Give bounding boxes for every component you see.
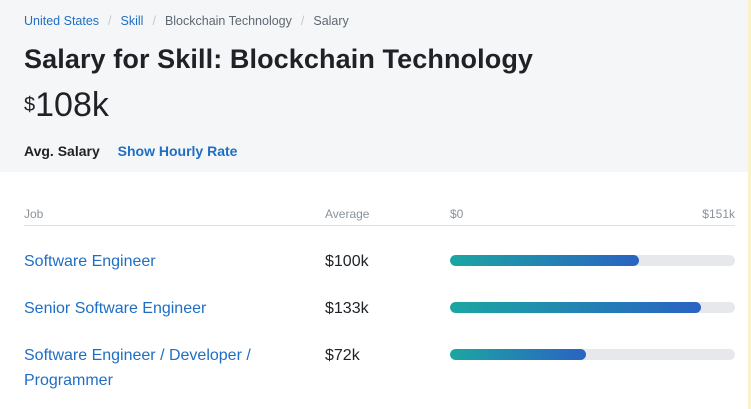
breadcrumb-item-skill[interactable]: Skill xyxy=(120,14,144,28)
salary-bar-fill xyxy=(450,302,702,313)
breadcrumb-separator: / xyxy=(152,14,156,28)
job-average-salary: $72k xyxy=(325,347,360,364)
range-min-label: $0 xyxy=(450,207,464,221)
range-max-label: $151k xyxy=(702,207,735,221)
page-title: Salary for Skill: Blockchain Technology xyxy=(24,44,534,74)
job-link[interactable]: Software Engineer xyxy=(24,253,156,270)
breadcrumb: United States / Skill / Blockchain Technolog… xyxy=(24,14,349,28)
breadcrumb-item-blockchain-technology: Blockchain Technology xyxy=(164,14,292,28)
breadcrumb-separator: / xyxy=(300,14,305,28)
salary-bar-track xyxy=(450,349,735,360)
job-average-salary: $100k xyxy=(325,253,369,270)
table-header: Job Average $0 $151k xyxy=(24,207,735,226)
breadcrumb-item-salary: Salary xyxy=(313,14,349,28)
salary-bar-fill xyxy=(450,255,639,266)
job-link[interactable]: Senior Software Engineer xyxy=(24,300,207,317)
salary-amount: 108k xyxy=(35,86,109,124)
job-link[interactable]: Software Engineer / Developer / Programm… xyxy=(24,347,251,389)
salary-bar-fill xyxy=(450,349,586,360)
salary-bar-track xyxy=(450,302,735,313)
average-salary-value: $108k xyxy=(24,88,109,122)
avg-salary-label: Avg. Salary xyxy=(24,143,100,159)
show-hourly-rate-link[interactable]: Show Hourly Rate xyxy=(117,143,238,159)
page-header: United States / Skill / Blockchain Technolog… xyxy=(0,0,748,172)
salary-bar-track xyxy=(450,255,735,266)
breadcrumb-item-united-states[interactable]: United States xyxy=(24,14,100,28)
job-average-salary: $133k xyxy=(325,300,369,317)
breadcrumb-separator: / xyxy=(108,14,112,28)
column-header-average: Average xyxy=(325,207,370,221)
currency-symbol: $ xyxy=(24,94,36,116)
avg-salary-row: Avg. Salary Show Hourly Rate xyxy=(24,143,237,159)
page-edge-strip xyxy=(748,0,751,409)
column-header-job: Job xyxy=(24,207,44,221)
